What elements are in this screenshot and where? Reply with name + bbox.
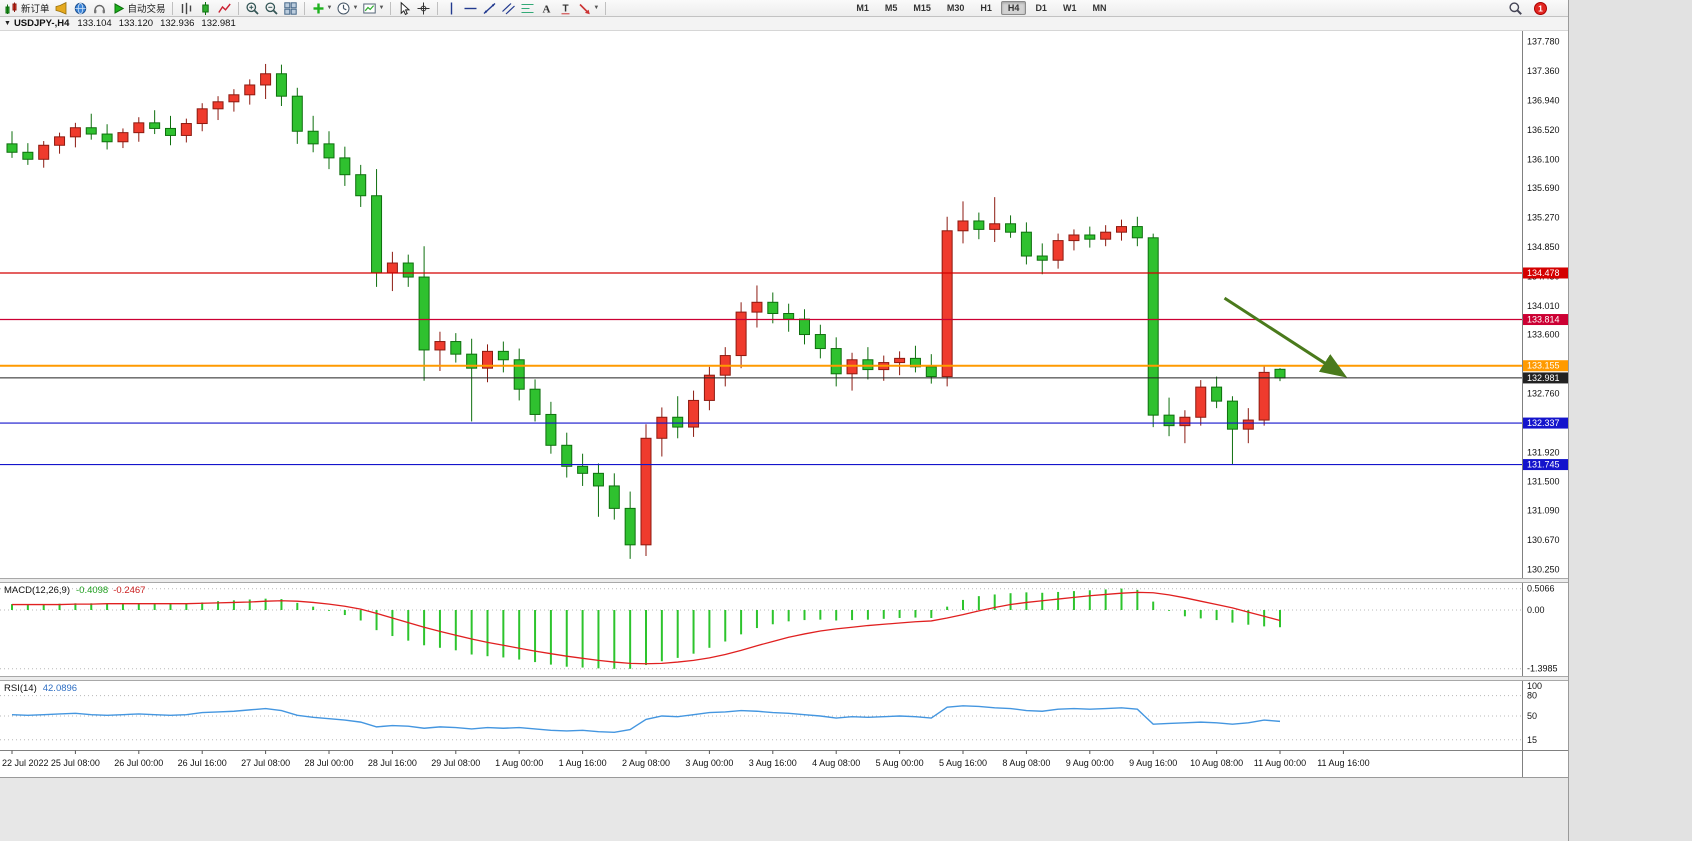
tline-icon — [483, 2, 496, 14]
bars-icon — [181, 2, 191, 14]
indicators-button[interactable]: ▼ — [310, 1, 334, 16]
macd-indicator-name: MACD(12,26,9) — [4, 585, 70, 596]
timeframe-m15-button[interactable]: M15 — [913, 3, 931, 13]
timeframe-h4-button[interactable]: H4 — [1000, 1, 1027, 15]
vline-icon — [451, 2, 453, 14]
rsi-indicator-label: RSI(14) 42.0896 — [4, 683, 77, 694]
horn-icon — [55, 1, 66, 15]
macd-main-value: -0.4098 — [76, 585, 109, 596]
trendline-button[interactable] — [481, 1, 498, 16]
notification-count-icon: 1 — [1534, 1, 1547, 15]
toolbar-separator — [437, 1, 439, 15]
chevron-down-icon: ▼ — [593, 5, 600, 11]
arrows-button[interactable]: ▼ — [576, 1, 600, 16]
cursor-icon — [401, 1, 411, 15]
zoom-out-button[interactable] — [263, 1, 280, 16]
periods-button[interactable]: ▼ — [335, 1, 359, 16]
horizontal-line-button[interactable] — [462, 1, 479, 16]
hline-icon — [464, 7, 477, 9]
headset-icon — [93, 4, 105, 13]
chevron-down-icon[interactable]: ▼ — [4, 20, 11, 27]
alert-horn-button[interactable] — [53, 1, 70, 16]
textT-icon: T — [561, 3, 570, 14]
new-order-button-label: 新订单 — [21, 4, 50, 15]
grid-icon — [283, 1, 297, 15]
toolbar-separator — [237, 1, 239, 15]
clock-icon — [337, 2, 350, 14]
toolbar-right-group: 1 — [1506, 1, 1550, 16]
chart-window — [0, 17, 1568, 777]
crosshair-button[interactable] — [415, 1, 432, 16]
workspace-background-right — [1568, 0, 1692, 841]
autotrading-button[interactable]: 自动交易 — [110, 1, 167, 16]
bar-high-value: 133.120 — [118, 18, 154, 29]
globe-icon — [74, 2, 86, 14]
timeframe-d1-button[interactable]: D1 — [1035, 3, 1047, 13]
new-order-button[interactable]: 新订单 — [3, 1, 51, 16]
bar-open-value: 133.104 — [77, 18, 112, 29]
bar-chart-button[interactable] — [178, 1, 195, 16]
zoomout-icon — [264, 1, 278, 15]
equidistant-channel-button[interactable] — [500, 1, 517, 16]
timeframe-buttons: M1 M5 M15 M30 H1 H4 D1 W1 MN — [848, 1, 1114, 15]
fibo-icon — [521, 3, 534, 13]
chevron-down-icon: ▼ — [326, 5, 333, 11]
chevron-down-icon: ▼ — [378, 5, 385, 11]
candlestick-chart-button[interactable] — [197, 1, 214, 16]
play-icon — [114, 2, 124, 14]
bar-close-value: 132.981 — [201, 18, 236, 29]
svg-text:T: T — [563, 3, 569, 14]
support-button[interactable] — [91, 1, 108, 16]
timeframe-w1-button[interactable]: W1 — [1062, 3, 1077, 13]
search-icon — [1509, 1, 1522, 15]
cursor-button[interactable] — [396, 1, 413, 16]
workspace-background-bottom — [0, 777, 1568, 841]
svg-text:A: A — [543, 3, 551, 15]
vertical-line-button[interactable] — [443, 1, 460, 16]
chart-symbol-period: USDJPY-,H4 — [13, 18, 70, 29]
toolbar-separator — [171, 1, 173, 15]
rsi-indicator-name: RSI(14) — [4, 683, 37, 694]
toolbar-separator — [605, 1, 607, 15]
arrowsym-icon — [579, 3, 591, 14]
text-label-button[interactable]: T — [557, 1, 574, 16]
zoom-in-button[interactable] — [244, 1, 261, 16]
notifications-badge[interactable]: 1 — [1532, 1, 1549, 16]
candle-icon — [201, 1, 209, 15]
chevron-down-icon: ▼ — [352, 5, 359, 11]
channel-icon — [502, 2, 516, 14]
zoomin-icon — [245, 1, 259, 15]
fibonacci-button[interactable] — [519, 1, 536, 16]
timeframe-m30-button[interactable]: M30 — [946, 3, 965, 13]
text-button[interactable]: A — [538, 1, 555, 16]
bar-low-value: 132.936 — [160, 18, 195, 29]
macd-signal-value: -0.2467 — [113, 585, 146, 596]
timeframe-m1-button[interactable]: M1 — [856, 3, 869, 13]
search-button[interactable] — [1507, 1, 1524, 16]
market-watch-button[interactable] — [72, 1, 89, 16]
panel-splitter-rsi[interactable] — [0, 676, 1568, 681]
linechart-icon — [217, 3, 231, 13]
toolbar-separator — [303, 1, 305, 15]
new-order-icon — [5, 2, 17, 14]
autotrading-button-label: 自动交易 — [127, 4, 166, 15]
macd-indicator-label: MACD(12,26,9) -0.4098 -0.2467 — [4, 585, 145, 596]
template-icon — [363, 3, 377, 13]
svg-text:1: 1 — [1538, 3, 1543, 13]
plus-icon — [313, 3, 324, 13]
toolbar-separator — [390, 1, 392, 15]
tile-windows-button[interactable] — [282, 1, 299, 16]
timeframe-m5-button[interactable]: M5 — [884, 3, 898, 13]
panel-splitter-macd[interactable] — [0, 578, 1568, 583]
timeframe-h1-button[interactable]: H1 — [980, 3, 992, 13]
cross-icon — [417, 2, 430, 14]
templates-button[interactable]: ▼ — [361, 1, 385, 16]
chart-title-bar[interactable]: ▼ USDJPY-,H4 133.104 133.120 132.936 132… — [0, 17, 1568, 31]
textA-icon: A — [543, 3, 551, 15]
main-toolbar: 新订单 自动交易 ▼ ▼ ▼ A T ▼ M1 M5 M15 M30 H1 H4 D1 W1 MN 1 — [0, 0, 1568, 17]
timeframe-mn-button[interactable]: MN — [1092, 3, 1107, 13]
line-chart-button[interactable] — [216, 1, 233, 16]
rsi-current-value: 42.0896 — [42, 683, 78, 694]
